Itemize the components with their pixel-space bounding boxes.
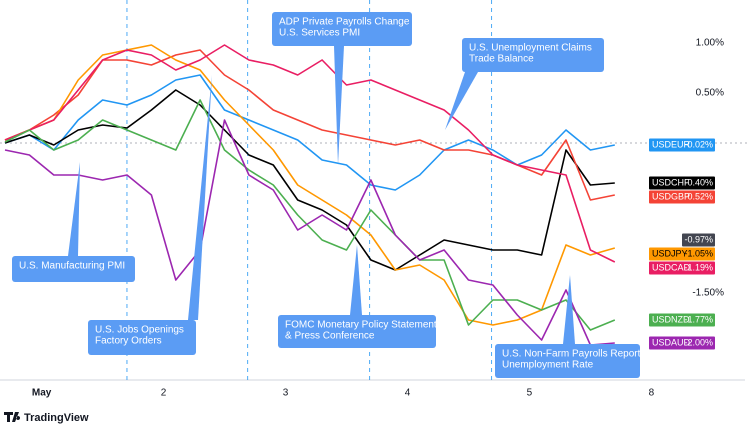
series-line — [4, 44, 616, 326]
callout-text: Unemployment Rate — [502, 360, 594, 371]
callout-pointer — [350, 245, 362, 315]
end-value-label: -0.02% — [684, 139, 713, 149]
callout-box — [272, 12, 412, 46]
legend-name: USDAUD — [652, 337, 691, 347]
callout-box — [495, 344, 640, 378]
footer-logo — [4, 412, 21, 422]
y-tick-label: -1.50% — [692, 288, 724, 299]
x-tick-label: 2 — [161, 388, 167, 399]
callout-text: U.S. Unemployment Claims — [469, 43, 592, 54]
legend-name: USDNZD — [652, 314, 690, 324]
footer-brand: TradingView — [24, 412, 89, 424]
callout-text: U.S. Services PMI — [279, 28, 360, 39]
callout: U.S. Manufacturing PMI — [12, 162, 135, 282]
end-value-label: -0.52% — [684, 191, 713, 201]
callout-pointer — [68, 162, 80, 256]
end-tag — [649, 261, 715, 275]
x-tick-label: 3 — [283, 388, 289, 399]
series-line — [4, 119, 615, 346]
callout: U.S. Non-Farm Payrolls ReportUnemploymen… — [495, 275, 641, 378]
callout-box — [12, 256, 135, 282]
callout-text: & Press Conference — [285, 331, 375, 342]
callout-text: U.S. Non-Farm Payrolls Report — [502, 349, 641, 360]
callout-text: ADP Private Payrolls Change — [279, 17, 410, 28]
callout-text: Trade Balance — [469, 54, 534, 65]
y-tick-label: 0.50% — [696, 88, 724, 99]
callout-text: Factory Orders — [95, 336, 162, 347]
marker-tag — [682, 233, 715, 247]
end-value-label: -1.19% — [684, 262, 713, 272]
legend-name: USDJPY — [652, 248, 688, 258]
callout-pointer — [563, 275, 575, 344]
callout-pointer — [445, 72, 478, 130]
callout-text: U.S. Manufacturing PMI — [19, 261, 125, 272]
callout-text: U.S. Jobs Openings — [95, 325, 184, 336]
end-value-label: -1.77% — [684, 314, 713, 324]
x-tick-label: 5 — [527, 388, 533, 399]
callout-pointer — [334, 46, 344, 165]
y-tick-label: 1.00% — [696, 38, 724, 49]
series-line — [4, 89, 615, 271]
x-tick-label: May — [32, 388, 52, 399]
logo-icon — [4, 412, 21, 422]
callout-box — [278, 315, 436, 348]
legend-name: USDCHF — [652, 177, 690, 187]
legend-name: USDCAD — [652, 262, 691, 272]
legend-name: USDEUR — [652, 139, 691, 149]
series-line — [4, 44, 616, 263]
series-line — [4, 99, 616, 331]
callout-pointer — [188, 75, 212, 320]
end-value-label: -2.00% — [684, 337, 713, 347]
end-tag — [649, 336, 715, 350]
callout-box — [88, 320, 196, 355]
callout-text: FOMC Monetary Policy Statement — [285, 320, 437, 331]
end-value-label: -1.05% — [684, 248, 713, 258]
x-tick-label: 8 — [649, 388, 655, 399]
end-tag — [649, 138, 715, 152]
end-tag — [649, 190, 715, 204]
x-tick-label: 4 — [405, 388, 411, 399]
legend-name: USDGBP — [652, 191, 690, 201]
callout-box — [462, 38, 604, 72]
end-tag — [649, 247, 715, 261]
end-value-label: -0.40% — [684, 177, 713, 187]
end-tag — [649, 313, 715, 327]
marker-label: -0.97% — [684, 234, 713, 244]
end-tag — [649, 176, 715, 190]
callout: FOMC Monetary Policy Statement& Press Co… — [278, 245, 437, 348]
